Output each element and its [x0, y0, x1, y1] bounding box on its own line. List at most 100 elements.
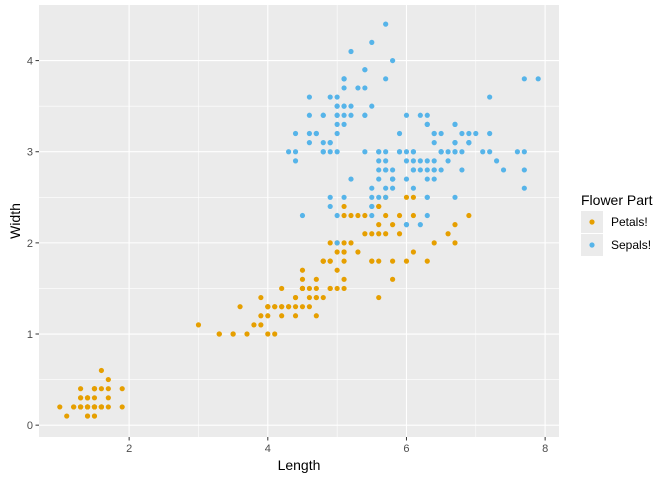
data-point [417, 158, 423, 164]
data-point [410, 249, 416, 255]
data-point [306, 285, 312, 292]
data-point [64, 413, 70, 419]
data-point [362, 85, 368, 91]
data-point [362, 212, 368, 219]
data-point [480, 149, 486, 155]
series-sepals [286, 21, 541, 246]
data-point [424, 194, 430, 200]
data-point [334, 212, 340, 219]
legend-items: Petals! Sepals! [581, 211, 651, 256]
data-point [424, 121, 430, 127]
data-point [452, 140, 458, 146]
data-point [383, 76, 389, 82]
data-point [105, 395, 111, 401]
data-point [383, 212, 389, 219]
data-point [438, 167, 444, 173]
data-point [306, 112, 312, 118]
data-point [341, 194, 347, 200]
data-point [327, 240, 333, 246]
data-point [376, 176, 382, 182]
data-point [424, 158, 430, 164]
data-point [327, 94, 333, 100]
data-point [334, 240, 340, 246]
data-point [327, 285, 333, 292]
data-point [341, 249, 347, 255]
data-point [258, 294, 264, 301]
data-point [383, 185, 389, 191]
data-point [258, 322, 264, 328]
data-point [320, 294, 326, 301]
data-point [341, 103, 347, 109]
data-point [403, 112, 410, 118]
legend-title: Flower Part [581, 192, 653, 208]
data-point [348, 212, 354, 219]
data-point [487, 149, 493, 155]
data-point [383, 21, 389, 27]
panel-background [39, 5, 559, 437]
data-point [279, 304, 285, 310]
data-point [71, 404, 77, 410]
data-point [313, 294, 319, 301]
data-point [251, 322, 257, 328]
data-point [473, 130, 479, 137]
data-point [410, 194, 416, 200]
data-point [334, 249, 340, 255]
data-point [348, 112, 354, 118]
x-axis-title: Length [278, 457, 321, 473]
legend-key-point [589, 219, 595, 225]
data-point [306, 294, 312, 301]
data-point [98, 404, 104, 410]
data-point [341, 240, 347, 246]
data-point [521, 76, 527, 82]
data-point [376, 158, 382, 164]
legend: Flower Part Petals! Sepals! [581, 192, 653, 256]
data-point [355, 212, 361, 219]
data-point [84, 404, 91, 410]
data-point [410, 185, 416, 191]
data-point [452, 194, 458, 200]
data-point [320, 149, 326, 155]
legend-label: Sepals! [611, 238, 651, 252]
data-point [521, 185, 527, 191]
data-point [334, 149, 340, 155]
data-point [313, 130, 319, 137]
data-point [216, 331, 222, 337]
data-point [383, 167, 389, 173]
data-point [286, 149, 292, 155]
data-point [369, 185, 375, 191]
data-point [390, 258, 396, 264]
data-point [403, 194, 410, 200]
data-point [376, 167, 382, 173]
data-point [334, 103, 340, 109]
data-point [292, 130, 299, 137]
data-point [424, 258, 430, 264]
data-point [327, 194, 333, 200]
y-tick-label: 0 [27, 420, 33, 432]
data-point [327, 140, 333, 146]
data-point [279, 285, 285, 292]
data-point [452, 149, 458, 155]
data-point [362, 149, 368, 155]
data-point [78, 395, 84, 401]
major-gridlines [39, 5, 559, 437]
data-point [376, 149, 382, 155]
data-point [535, 76, 541, 82]
data-point [313, 276, 319, 282]
data-point [396, 149, 403, 155]
data-point [376, 203, 382, 210]
data-point [105, 386, 111, 392]
data-point [390, 222, 396, 228]
data-point [327, 258, 333, 264]
data-point [369, 203, 375, 210]
data-point [341, 76, 347, 82]
data-point [376, 258, 382, 264]
data-point [417, 222, 423, 228]
data-point [494, 158, 500, 164]
y-tick-label: 4 [27, 56, 33, 68]
data-point [396, 231, 403, 237]
data-point [292, 304, 299, 310]
data-point [424, 167, 430, 173]
data-point [299, 285, 306, 292]
data-point [265, 304, 271, 310]
data-points [57, 21, 541, 419]
